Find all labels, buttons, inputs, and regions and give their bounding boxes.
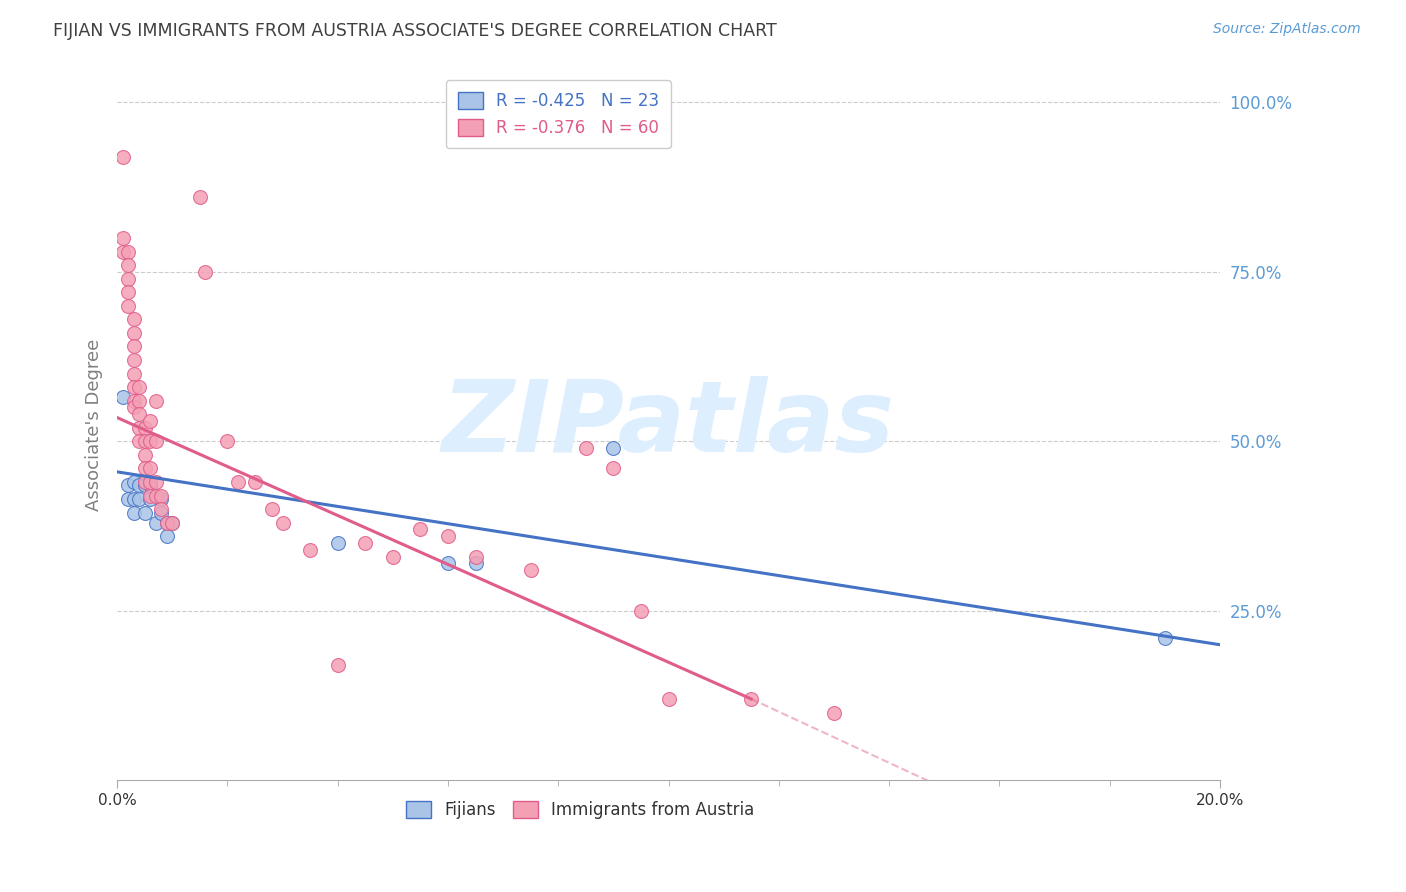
- Point: [602, 461, 624, 475]
- Text: FIJIAN VS IMMIGRANTS FROM AUSTRIA ASSOCIATE'S DEGREE CORRELATION CHART: FIJIAN VS IMMIGRANTS FROM AUSTRIA ASSOCI…: [53, 22, 778, 40]
- Point: [464, 557, 486, 571]
- Point: [134, 478, 156, 492]
- Point: [409, 523, 432, 537]
- Point: [437, 529, 460, 543]
- Point: [740, 692, 762, 706]
- Point: [122, 312, 145, 326]
- Point: [139, 461, 162, 475]
- Point: [150, 506, 173, 520]
- Point: [243, 475, 266, 489]
- Point: [139, 434, 162, 449]
- Point: [122, 326, 145, 340]
- Point: [117, 299, 139, 313]
- Point: [299, 542, 322, 557]
- Point: [1153, 631, 1175, 645]
- Point: [145, 393, 167, 408]
- Point: [150, 489, 173, 503]
- Point: [134, 448, 156, 462]
- Point: [117, 491, 139, 506]
- Point: [122, 491, 145, 506]
- Point: [134, 475, 156, 489]
- Point: [122, 367, 145, 381]
- Point: [117, 258, 139, 272]
- Point: [128, 393, 150, 408]
- Point: [437, 557, 460, 571]
- Point: [117, 271, 139, 285]
- Point: [117, 478, 139, 492]
- Point: [464, 549, 486, 564]
- Point: [128, 421, 150, 435]
- Point: [122, 380, 145, 394]
- Point: [117, 285, 139, 300]
- Point: [128, 478, 150, 492]
- Point: [111, 390, 134, 404]
- Point: [156, 516, 179, 530]
- Point: [156, 516, 179, 530]
- Point: [128, 380, 150, 394]
- Point: [122, 393, 145, 408]
- Point: [145, 434, 167, 449]
- Point: [145, 489, 167, 503]
- Point: [134, 461, 156, 475]
- Point: [188, 190, 211, 204]
- Point: [823, 706, 845, 720]
- Point: [326, 536, 349, 550]
- Text: Source: ZipAtlas.com: Source: ZipAtlas.com: [1213, 22, 1361, 37]
- Point: [139, 489, 162, 503]
- Point: [122, 353, 145, 368]
- Legend: Fijians, Immigrants from Austria: Fijians, Immigrants from Austria: [399, 794, 761, 825]
- Point: [122, 339, 145, 353]
- Point: [128, 491, 150, 506]
- Point: [122, 506, 145, 520]
- Point: [194, 265, 217, 279]
- Point: [150, 491, 173, 506]
- Point: [630, 604, 652, 618]
- Point: [122, 475, 145, 489]
- Point: [519, 563, 541, 577]
- Point: [156, 529, 179, 543]
- Point: [228, 475, 250, 489]
- Point: [271, 516, 294, 530]
- Point: [602, 441, 624, 455]
- Point: [139, 491, 162, 506]
- Point: [260, 502, 283, 516]
- Point: [145, 516, 167, 530]
- Point: [111, 231, 134, 245]
- Point: [122, 401, 145, 415]
- Point: [134, 421, 156, 435]
- Point: [139, 414, 162, 428]
- Y-axis label: Associate's Degree: Associate's Degree: [86, 338, 103, 510]
- Point: [134, 434, 156, 449]
- Point: [150, 502, 173, 516]
- Point: [139, 475, 162, 489]
- Point: [134, 506, 156, 520]
- Point: [139, 478, 162, 492]
- Point: [657, 692, 679, 706]
- Text: ZIPatlas: ZIPatlas: [441, 376, 896, 473]
- Point: [145, 475, 167, 489]
- Point: [354, 536, 377, 550]
- Point: [326, 658, 349, 673]
- Point: [128, 407, 150, 421]
- Point: [162, 516, 184, 530]
- Point: [111, 150, 134, 164]
- Point: [117, 244, 139, 259]
- Point: [217, 434, 239, 449]
- Point: [111, 244, 134, 259]
- Point: [128, 434, 150, 449]
- Point: [381, 549, 404, 564]
- Point: [162, 516, 184, 530]
- Point: [575, 441, 598, 455]
